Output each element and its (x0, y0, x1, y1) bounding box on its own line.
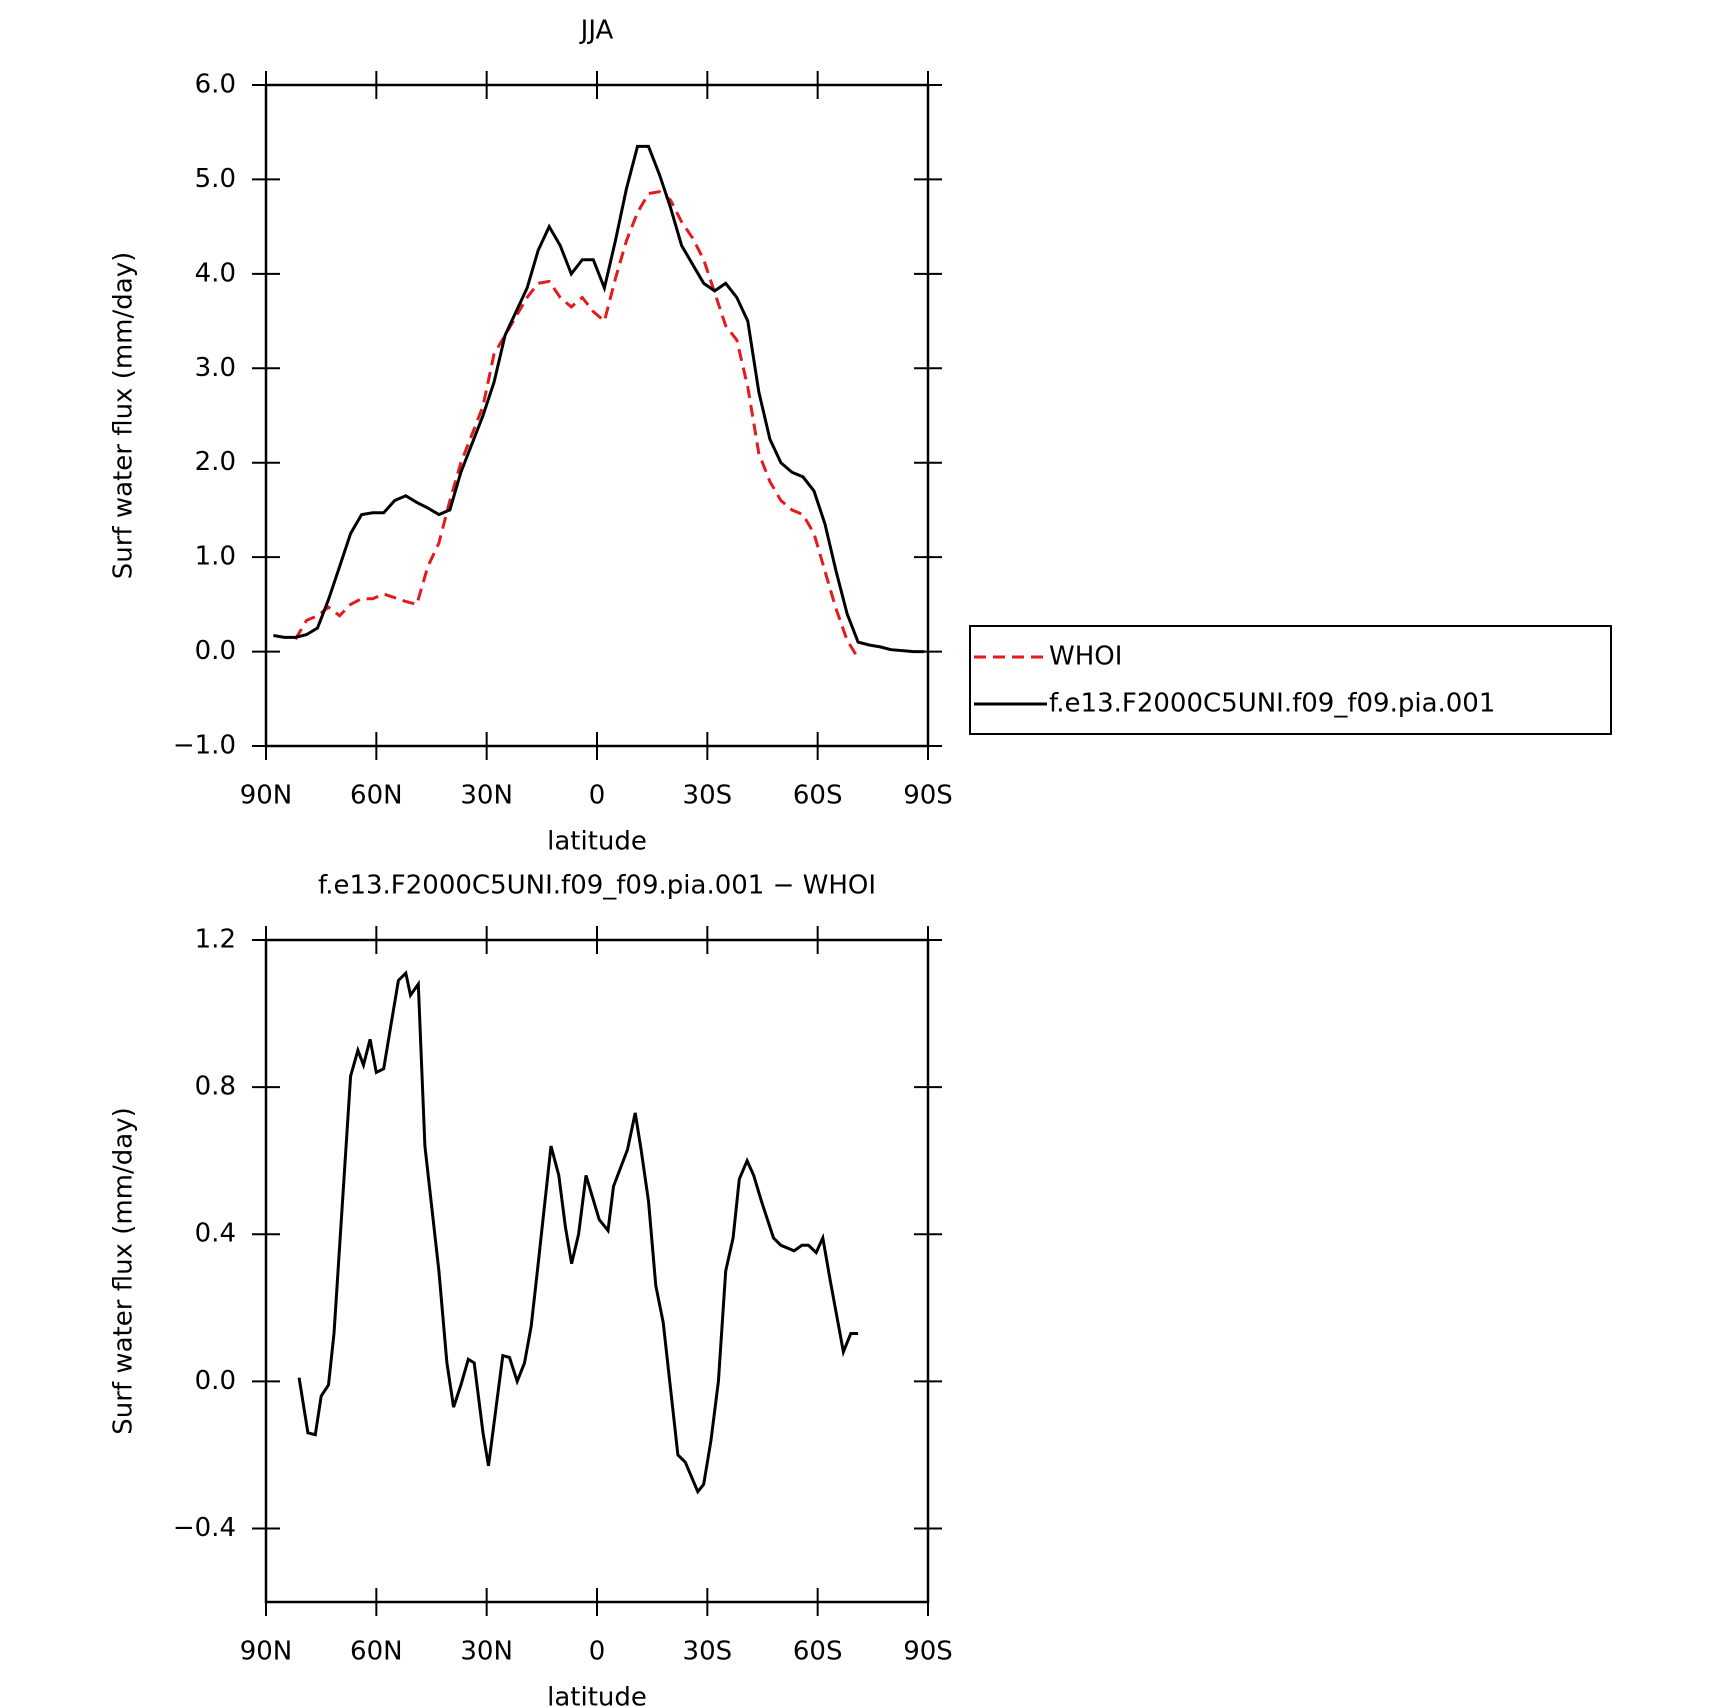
y-tick-label: 0.0 (195, 1366, 236, 1396)
chart-title: JJA (579, 16, 614, 46)
data-line (297, 970, 859, 1495)
y-tick-label: 0.4 (195, 1219, 236, 1249)
x-tick-label: 60S (793, 1637, 843, 1667)
y-tick-label: 0.8 (195, 1072, 236, 1102)
plot-frame (264, 83, 930, 748)
y-tick-label: −0.4 (173, 1513, 236, 1543)
x-axis-title: latitude (547, 1683, 647, 1706)
data-line (294, 190, 860, 659)
x-tick-label: 60N (350, 1637, 403, 1667)
y-tick-label: 3.0 (195, 353, 236, 383)
y-tick-label: 1.2 (195, 925, 236, 955)
y-tick-label: 0.0 (195, 636, 236, 666)
x-tick-label: 90S (903, 1637, 953, 1667)
x-tick-label: 90N (240, 781, 293, 811)
x-tick-label: 30N (460, 1637, 513, 1667)
y-tick-label: 6.0 (195, 70, 236, 100)
y-axis-title: Surf water flux (mm/day) (109, 252, 139, 579)
x-tick-label: 0 (589, 1637, 606, 1667)
y-tick-label: 5.0 (195, 164, 236, 194)
x-tick-label: 0 (589, 781, 606, 811)
legend-box (969, 625, 1612, 735)
y-tick-label: 1.0 (195, 542, 236, 572)
y-tick-label: −1.0 (173, 731, 236, 761)
data-line (273, 144, 925, 654)
x-axis-title: latitude (547, 827, 647, 857)
y-tick-label: 4.0 (195, 258, 236, 288)
y-tick-label: 2.0 (195, 447, 236, 477)
x-tick-label: 30S (683, 1637, 733, 1667)
chart-title: f.e13.F2000C5UNI.f09_f09.pia.001 − WHOI (318, 871, 876, 901)
plot-frame (264, 938, 930, 1604)
x-tick-label: 90N (240, 1637, 293, 1667)
x-tick-label: 30S (683, 781, 733, 811)
x-tick-label: 30N (460, 781, 513, 811)
y-axis-title: Surf water flux (mm/day) (109, 1107, 139, 1434)
x-tick-label: 90S (903, 781, 953, 811)
legend-label: WHOI (1049, 642, 1122, 672)
x-tick-label: 60S (793, 781, 843, 811)
x-tick-label: 60N (350, 781, 403, 811)
legend-label: f.e13.F2000C5UNI.f09_f09.pia.001 (1049, 689, 1495, 719)
